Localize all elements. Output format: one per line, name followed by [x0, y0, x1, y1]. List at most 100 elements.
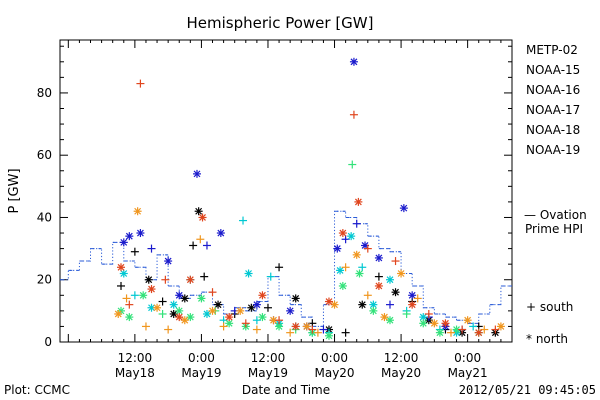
data-point-north — [252, 300, 261, 309]
data-points — [114, 57, 505, 340]
data-point-north — [175, 291, 184, 300]
data-point-south — [363, 244, 372, 253]
data-point-south — [200, 272, 209, 281]
data-point-north — [186, 275, 195, 284]
data-point-north — [180, 316, 189, 325]
data-point-south — [275, 263, 284, 272]
data-point-north — [338, 281, 347, 290]
data-point-south — [136, 79, 145, 88]
data-point-north — [197, 294, 206, 303]
x-tick-label-time: 0:00 — [454, 351, 481, 365]
data-point-south — [341, 263, 350, 272]
data-point-south — [385, 300, 394, 309]
data-point-north — [119, 269, 128, 278]
data-point-north — [119, 238, 128, 247]
data-point-south — [141, 322, 150, 331]
data-point-south — [263, 303, 272, 312]
data-point-south — [313, 328, 322, 337]
data-point-south — [458, 325, 467, 334]
data-point-north — [214, 300, 223, 309]
data-point-north — [144, 275, 153, 284]
data-point-south — [469, 322, 478, 331]
data-point-south — [189, 241, 198, 250]
data-point-south — [117, 281, 126, 290]
y-tick-label: 20 — [37, 273, 52, 287]
data-point-south — [358, 263, 367, 272]
x-tick-label-date: May20 — [381, 366, 421, 380]
data-point-south — [402, 309, 411, 318]
legend-entry: METP-02 — [526, 43, 578, 57]
x-tick-label-time: 0:00 — [188, 351, 215, 365]
data-point-south — [161, 275, 170, 284]
data-point-north — [136, 229, 145, 238]
data-point-south — [275, 316, 284, 325]
data-point-north — [358, 300, 367, 309]
data-point-north — [496, 322, 505, 331]
data-point-south — [363, 291, 372, 300]
plot-area — [59, 39, 513, 343]
x-axis-label: Date and Time — [242, 383, 330, 397]
data-point-south — [164, 325, 173, 334]
data-point-south — [219, 322, 228, 331]
x-tick-label-date: May21 — [448, 366, 488, 380]
data-point-north — [244, 269, 253, 278]
data-point-south — [391, 257, 400, 266]
hpi-legend-line2: Prime HPI — [525, 222, 583, 236]
legend-entry: NOAA-19 — [526, 143, 580, 157]
data-point-north — [452, 325, 461, 334]
data-point-north — [355, 269, 364, 278]
data-point-north — [194, 207, 203, 216]
hpi-line — [60, 210, 512, 327]
data-point-north — [125, 313, 134, 322]
data-point-north — [164, 257, 173, 266]
x-axis-ticks: 12:00May180:00May1912:00May190:00May2012… — [67, 40, 502, 380]
data-point-south — [266, 272, 275, 281]
data-point-south — [308, 325, 317, 334]
legend: METP-02 NOAA-15 NOAA-16 NOAA-17 NOAA-18 NOAA-… — [526, 43, 580, 157]
data-point-north — [153, 303, 162, 312]
data-point-north — [198, 213, 207, 222]
legend-entry: NOAA-17 — [526, 103, 580, 117]
data-point-south — [413, 294, 422, 303]
data-point-north — [435, 328, 444, 337]
data-point-north — [338, 229, 347, 238]
data-point-north — [336, 266, 345, 275]
data-point-north — [385, 275, 394, 284]
data-point-south — [446, 328, 455, 337]
hpi-step-line — [60, 210, 512, 327]
chart-title: Hemispheric Power [GW] — [187, 14, 374, 32]
data-point-north — [114, 309, 123, 318]
data-point-south — [202, 241, 211, 250]
y-tick-label: 40 — [37, 210, 52, 224]
data-point-north — [354, 197, 363, 206]
hpi-legend-line1: — Ovation — [524, 208, 587, 222]
data-point-north — [374, 281, 383, 290]
data-point-south — [130, 291, 139, 300]
data-point-south — [158, 309, 167, 318]
data-point-south — [352, 219, 361, 228]
data-point-north — [175, 313, 184, 322]
data-point-south — [349, 110, 358, 119]
data-point-south — [241, 319, 250, 328]
data-point-south — [125, 300, 134, 309]
data-point-south — [239, 216, 248, 225]
data-point-north — [380, 313, 389, 322]
y-tick-label: 0 — [44, 335, 52, 349]
data-point-north — [408, 300, 417, 309]
data-point-north — [236, 306, 245, 315]
x-tick-label-date: May18 — [115, 366, 155, 380]
y-tick-label: 60 — [37, 148, 52, 162]
data-point-north — [352, 250, 361, 259]
data-point-south — [348, 160, 357, 169]
data-point-north — [419, 313, 428, 322]
legend-entry: NOAA-18 — [526, 123, 580, 137]
y-tick-label: 80 — [37, 86, 52, 100]
data-point-south — [147, 244, 156, 253]
data-point-north — [374, 253, 383, 262]
data-point-south — [158, 297, 167, 306]
data-point-south — [286, 328, 295, 337]
y-axis-ticks: 0 20 40 60 80 — [37, 45, 512, 349]
data-point-north — [258, 313, 267, 322]
data-point-south — [319, 325, 328, 334]
data-point-north — [369, 306, 378, 315]
